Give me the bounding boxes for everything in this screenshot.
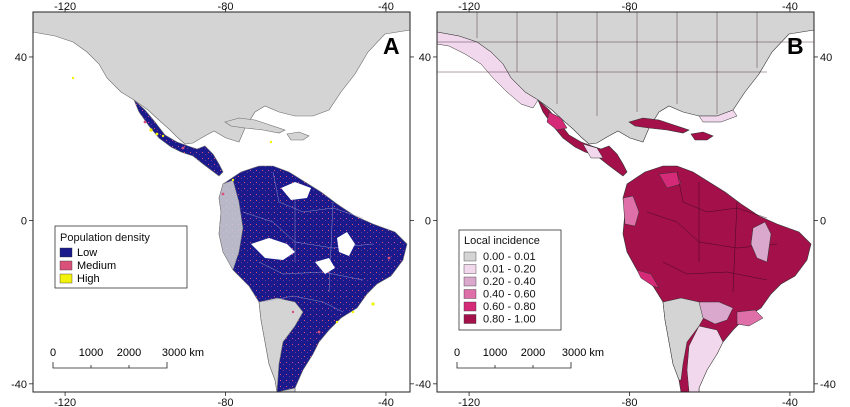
x-tick-label-bottom-a-1: -80 — [218, 397, 234, 407]
x-tick-label-bottom-a-0: -120 — [54, 397, 76, 407]
panel-b-central-pale-region — [750, 221, 772, 263]
scalebar-a-tick-1: 1000 — [79, 347, 103, 359]
x-tick-label-top-b-2: -40 — [782, 1, 798, 13]
legend-b-swatch-0 — [463, 251, 477, 262]
panel-a-label: A — [383, 33, 400, 59]
legend-swatch-medium — [59, 260, 73, 271]
panel-a-scalebar: 0 1000 2000 3000 km — [50, 347, 204, 369]
legend-b-label-3: 0.40 - 0.60 — [483, 289, 536, 301]
x-tick-label-bottom-b-1: -80 — [622, 397, 638, 407]
panel-a-andes-outside — [218, 179, 244, 271]
legend-b-label-2: 0.20 - 0.40 — [483, 276, 536, 288]
x-tick-label-top-b-0: -120 — [458, 1, 480, 13]
x-tick-label-top-a-2: -40 — [378, 1, 394, 13]
panel-b-low-incidence — [436, 31, 764, 393]
legend-b-label-5: 0.80 - 1.00 — [483, 314, 536, 326]
legend-b-label-0: 0.00 - 0.01 — [483, 251, 536, 263]
x-tick-label-bottom-b-0: -120 — [458, 397, 480, 407]
y-tick-label-right-0: 40 — [820, 52, 832, 64]
x-tick-label-bottom-b-2: -40 — [782, 397, 798, 407]
scalebar-a-tick-3: 3000 km — [162, 347, 204, 359]
legend-swatch-low — [59, 247, 73, 258]
y-tick-label-mid-1: 0 — [425, 215, 431, 227]
panel-b-legend-items: 0.00 - 0.010.01 - 0.200.20 - 0.400.40 - … — [463, 251, 536, 326]
panel-a-frame — [32, 11, 411, 393]
y-tick-label-right-2: -40 — [820, 379, 836, 391]
y-tick-label-left-0: 40 — [15, 52, 27, 64]
panel-b-scalebar: 0 1000 2000 3000 km — [454, 347, 604, 369]
scalebar-b-line — [456, 362, 572, 369]
panel-a-legend-box — [54, 225, 188, 289]
scalebar-a-tick-0: 0 — [50, 347, 56, 359]
scalebar-a-tick-2: 2000 — [117, 347, 141, 359]
panel-b-frame — [436, 11, 815, 393]
panel-b: B Local incidence 0.00 - 0.010.01 - 0.20… — [436, 11, 815, 393]
y-tick-label-left-2: -40 — [11, 379, 27, 391]
legend-swatch-high — [59, 273, 73, 284]
legend-b-label-1: 0.01 - 0.20 — [483, 264, 536, 276]
y-tick-label-mid-2: -40 — [415, 379, 431, 391]
legend-label-medium: Medium — [77, 260, 116, 272]
x-tick-label-bottom-a-2: -40 — [378, 397, 394, 407]
panel-b-legend-title: Local incidence — [464, 235, 540, 247]
panel-a-borders — [242, 171, 374, 313]
legend-b-swatch-1 — [463, 264, 477, 274]
panel-b-legend: Local incidence 0.00 - 0.010.01 - 0.200.… — [458, 229, 562, 331]
x-tick-label-top-a-0: -120 — [54, 1, 76, 13]
panel-a-high-density — [71, 76, 375, 324]
panel-a-legend: Population density Low Medium High — [54, 225, 188, 289]
y-tick-label-mid-0: 40 — [419, 52, 431, 64]
panel-a: A Population density Low Medium High 0 1… — [32, 11, 411, 393]
panel-a-medium-density — [143, 120, 391, 334]
panel-b-label: B — [787, 33, 804, 59]
y-tick-label-left-1: 0 — [21, 215, 27, 227]
legend-b-label-4: 0.60 - 0.80 — [483, 301, 536, 313]
scalebar-b-tick-0: 0 — [454, 347, 460, 359]
panel-b-borders — [437, 12, 814, 293]
x-tick-label-top-b-1: -80 — [622, 1, 638, 13]
y-tick-label-right-1: 0 — [820, 215, 826, 227]
legend-b-swatch-4 — [463, 301, 477, 312]
x-tick-label-top-a-1: -80 — [218, 1, 234, 13]
legend-label-low: Low — [77, 247, 97, 259]
legend-label-high: High — [77, 273, 100, 285]
scalebar-a-line — [52, 362, 168, 369]
axis-layer: -120 -120 -80 -80 -40 -40 40 0 -40 -120 -120 -80 -80… — [11, 1, 836, 407]
scalebar-b-tick-3: 3000 km — [562, 347, 604, 359]
scalebar-b-tick-1: 1000 — [483, 347, 507, 359]
scalebar-b-tick-2: 2000 — [521, 347, 545, 359]
legend-b-swatch-2 — [463, 276, 477, 287]
legend-b-swatch-5 — [463, 314, 477, 324]
panel-a-empty-areas — [251, 182, 355, 274]
legend-b-swatch-3 — [463, 289, 477, 299]
panel-a-legend-title: Population density — [60, 232, 150, 244]
